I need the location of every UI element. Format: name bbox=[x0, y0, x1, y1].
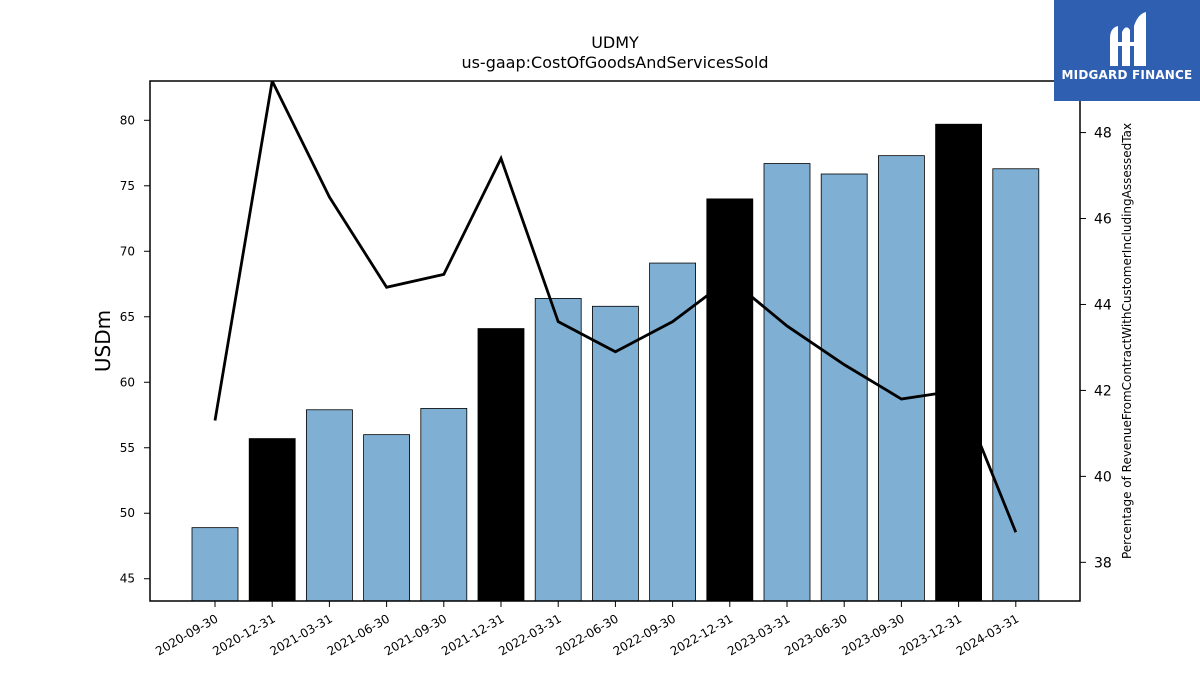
bar-2021-09-30 bbox=[420, 408, 468, 602]
y-tick-label: 60 bbox=[120, 375, 135, 389]
y-tick-label: 70 bbox=[120, 244, 135, 258]
line-series bbox=[213, 81, 1018, 533]
logo-text: MIDGARD FINANCE bbox=[1061, 68, 1193, 82]
x-tick-label: 2023-12-31 bbox=[897, 611, 964, 658]
chart-subtitle: us-gaap:CostOfGoodsAndServicesSold bbox=[461, 53, 768, 72]
y2-axis-label: Percentage of RevenueFromContractWithCus… bbox=[1120, 123, 1134, 559]
y-tick-label: 75 bbox=[120, 179, 135, 193]
bar-2022-09-30 bbox=[649, 262, 696, 602]
x-tick-label: 2020-09-30 bbox=[153, 611, 220, 658]
line-percentage-of-revenue bbox=[213, 81, 1018, 533]
x-tick-label: 2024-03-31 bbox=[954, 611, 1021, 658]
x-tick-label: 2023-09-30 bbox=[839, 611, 906, 658]
y2-tick-label: 40 bbox=[1094, 469, 1112, 485]
bar-2022-03-31 bbox=[534, 298, 582, 602]
y-tick-label: 80 bbox=[120, 113, 135, 127]
bar-2024-03-31 bbox=[992, 168, 1040, 602]
y2-tick-label: 44 bbox=[1094, 297, 1112, 313]
x-tick-label: 2022-12-31 bbox=[668, 611, 735, 658]
y2-tick-label: 38 bbox=[1094, 555, 1112, 571]
x-tick-label: 2022-09-30 bbox=[611, 611, 678, 658]
bar-2021-12-31 bbox=[477, 328, 525, 602]
y2-tick-label: 46 bbox=[1094, 212, 1112, 228]
y-axis-label: USDm bbox=[91, 310, 115, 372]
bar-2021-03-31 bbox=[305, 409, 353, 602]
y2-tick-label: 42 bbox=[1094, 383, 1112, 399]
x-tick-label: 2021-09-30 bbox=[382, 611, 449, 658]
right-axis: 38 40 42 44 46 48 bbox=[1080, 126, 1112, 571]
y2-tick-label: 48 bbox=[1094, 126, 1112, 142]
bar-2023-09-30 bbox=[878, 155, 925, 602]
left-axis: 45 50 55 60 65 70 75 80 bbox=[120, 113, 150, 586]
bar-2020-09-30 bbox=[191, 527, 239, 602]
bar-2023-06-30 bbox=[820, 173, 868, 602]
y-tick-label: 45 bbox=[120, 572, 135, 586]
bar-2023-12-31 bbox=[935, 123, 982, 602]
bar-2020-12-31 bbox=[248, 438, 296, 602]
x-tick-label: 2023-06-30 bbox=[782, 611, 849, 658]
x-tick-label: 2021-12-31 bbox=[439, 611, 506, 658]
x-tick-label: 2021-06-30 bbox=[325, 611, 392, 658]
x-axis: 2020-09-302020-12-312021-03-312021-06-30… bbox=[153, 601, 1021, 658]
midgard-finance-logo: MIDGARD FINANCE bbox=[1054, 0, 1200, 101]
x-tick-label: 2023-03-31 bbox=[725, 611, 792, 658]
bar-series bbox=[191, 123, 1040, 602]
bar-2022-12-31 bbox=[706, 198, 754, 602]
x-tick-label: 2021-03-31 bbox=[267, 611, 334, 658]
x-tick-label: 2022-03-31 bbox=[496, 611, 563, 658]
y-tick-label: 55 bbox=[120, 441, 135, 455]
logo-mark-icon bbox=[1110, 12, 1146, 66]
bar-2022-06-30 bbox=[592, 305, 639, 602]
x-tick-label: 2020-12-31 bbox=[210, 611, 277, 658]
y-tick-label: 50 bbox=[120, 506, 135, 520]
chart-title: UDMY bbox=[591, 33, 639, 52]
y-tick-label: 65 bbox=[120, 310, 135, 324]
x-tick-label: 2022-06-30 bbox=[553, 611, 620, 658]
bar-2021-06-30 bbox=[363, 434, 411, 602]
bar-2023-03-31 bbox=[763, 163, 811, 602]
